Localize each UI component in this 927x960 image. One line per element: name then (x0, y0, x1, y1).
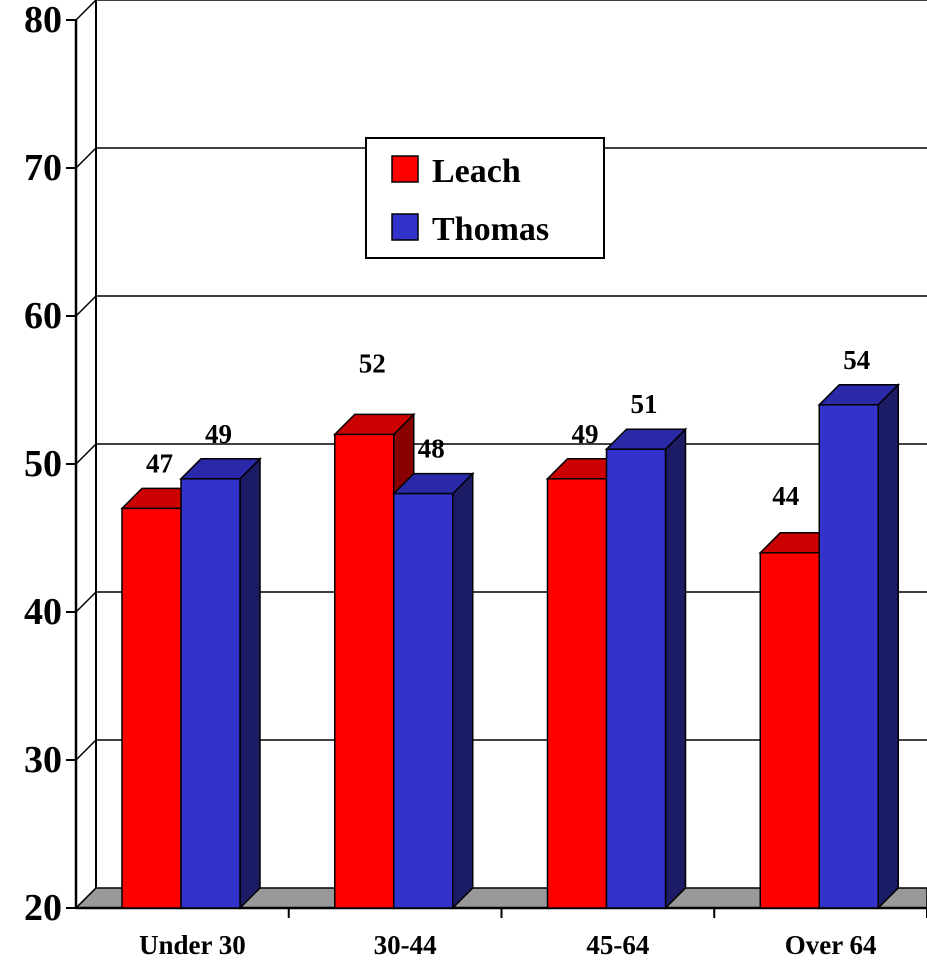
bar-front-thomas-30-44 (393, 492, 454, 909)
legend-swatch-thomas (391, 213, 419, 241)
bar-thomas-under-30 (179, 456, 262, 910)
bar-side-thomas-30-44 (452, 471, 474, 910)
x-tick-label-30-44: 30-44 (374, 930, 437, 960)
y-tick-label-40: 40 (24, 591, 62, 633)
data-label-thomas-over-64: 54 (843, 345, 870, 375)
bars (120, 382, 901, 910)
bar-side-thomas-over-64 (877, 382, 899, 910)
gridline-diagonal-70 (75, 147, 97, 169)
x-tick-label-45-64: 45-64 (586, 930, 649, 960)
gridline-diagonal-30 (75, 739, 97, 761)
x-tick-label-under-30: Under 30 (139, 930, 246, 960)
data-labels: 47 52 49 44 49 48 51 54 (146, 345, 870, 511)
bar-front-leach-over-64 (759, 552, 820, 909)
legend: Leach Thomas (365, 137, 605, 259)
bar-side-thomas-45-64 (664, 427, 687, 910)
bar-front-thomas-under-30 (180, 478, 241, 909)
gridline-diagonal-50 (75, 443, 97, 465)
data-label-leach-30-44: 52 (359, 348, 386, 378)
bar-thomas-over-64 (817, 382, 901, 910)
bar-thomas-30-44 (391, 471, 475, 910)
y-tick-label-80: 80 (24, 0, 62, 41)
y-tick-label-70: 70 (24, 147, 62, 189)
y-tick-label-20: 20 (24, 887, 62, 929)
bar-front-thomas-over-64 (818, 404, 879, 909)
bar-front-thomas-45-64 (605, 448, 667, 909)
legend-label-leach: Leach (432, 153, 521, 190)
gridline-diagonal-40 (75, 591, 97, 613)
bar-side-thomas-under-30 (239, 456, 261, 910)
legend-label-thomas: Thomas (432, 211, 549, 248)
bar-thomas-45-64 (604, 427, 688, 910)
data-label-thomas-45-64: 51 (631, 389, 658, 419)
data-label-thomas-30-44: 48 (418, 434, 445, 464)
legend-swatch-leach (391, 155, 419, 183)
tick-labels: 20 30 40 50 60 70 80 Under 30 30-44 45-64 Over 64 (24, 0, 876, 960)
bar-front-leach-under-30 (121, 507, 182, 909)
data-label-leach-45-64: 49 (572, 419, 599, 449)
bar-front-leach-30-44 (334, 433, 395, 909)
data-label-leach-over-64: 44 (772, 481, 799, 511)
y-tick-label-30: 30 (24, 739, 62, 781)
y-tick-label-50: 50 (24, 443, 62, 485)
data-label-thomas-under-30: 49 (205, 419, 232, 449)
data-label-leach-under-30: 47 (146, 448, 173, 478)
gridline-diagonal-60 (75, 295, 97, 317)
y-tick-label-60: 60 (24, 295, 62, 337)
gridline-diagonal-80 (75, 0, 97, 21)
bar-front-leach-45-64 (546, 478, 608, 909)
x-tick-label-over-64: Over 64 (785, 930, 877, 960)
